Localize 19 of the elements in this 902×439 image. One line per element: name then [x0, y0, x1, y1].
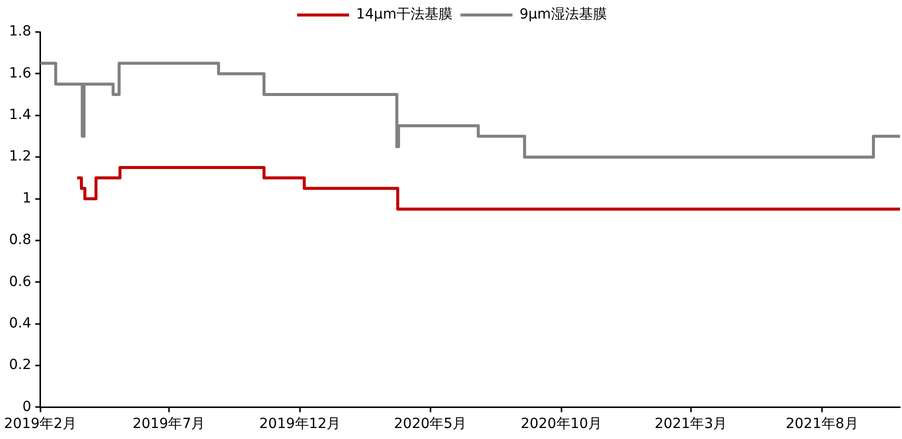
x-tick-label: 2020年5月	[394, 416, 467, 432]
y-tick-label: 1.8	[9, 24, 32, 40]
y-tick-label: 0.4	[9, 315, 32, 332]
y-tick-label: 0.2	[9, 357, 32, 374]
x-tick-label: 2019年12月	[259, 416, 341, 432]
x-tick-label: 2020年10月	[520, 416, 602, 432]
y-tick-label: 0.6	[9, 274, 32, 290]
y-tick-label: 0.8	[9, 232, 32, 248]
x-tick-label: 2021年8月	[786, 416, 858, 432]
y-tick-label: 1.6	[9, 65, 32, 82]
y-tick-label: 1	[22, 190, 32, 206]
y-tick-label: 1.4	[9, 107, 32, 124]
x-tick-label: 2019年7月	[132, 416, 206, 432]
legend-label: 14μm干法基膜	[356, 6, 452, 23]
legend-label: 9μm湿法基膜	[519, 6, 607, 23]
x-tick-label: 2021年3月	[654, 416, 728, 432]
y-tick-label: 0	[22, 398, 32, 415]
y-tick-label: 1.2	[9, 148, 32, 165]
x-tick-label: 2019年2月	[4, 416, 77, 432]
